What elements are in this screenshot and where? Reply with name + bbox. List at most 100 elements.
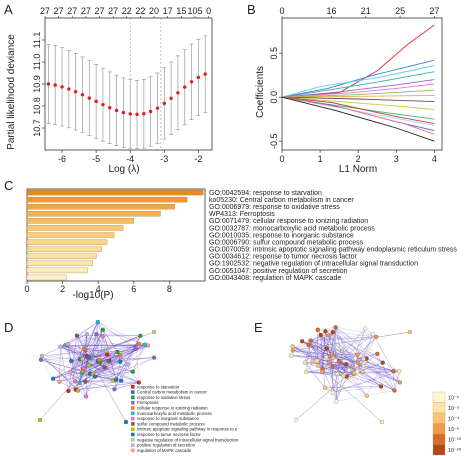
network-e-edge: [353, 373, 368, 396]
network-e-edge: [310, 340, 334, 393]
coefficient-path: [281, 96, 435, 103]
network-e-node: [355, 369, 360, 374]
network-e-edge: [317, 329, 318, 361]
network-e-node: [364, 393, 369, 398]
network-d-edge: [76, 335, 137, 349]
network-e-edge: [324, 387, 337, 402]
panel-a-y-axis-title: Partial likelihood deviance: [6, 34, 17, 150]
top-tick-label: 16: [327, 6, 337, 16]
term-label: GO:0006790: sulfur compound metabolic pr…: [209, 239, 364, 246]
enrichment-bar: [26, 189, 204, 196]
top-tick-label: 27: [40, 6, 50, 16]
network-e-edge: [333, 386, 382, 393]
top-tick-label: 105: [187, 6, 202, 16]
network-d-node: [83, 394, 89, 399]
scale-label: 10⁻⁶: [448, 426, 459, 433]
legend-swatch: [131, 416, 135, 421]
term-label: WP4313: Ferroptosis: [209, 211, 275, 218]
enrichment-bar: [26, 267, 88, 274]
legend-swatch: [131, 422, 135, 426]
network-e-node: [407, 329, 413, 335]
network-d-edge: [102, 329, 117, 380]
deviance-point: [46, 82, 51, 86]
enrichment-bar: [26, 253, 97, 259]
legend-swatch: [131, 395, 135, 400]
deviance-point: [196, 75, 201, 80]
network-e-edge: [335, 327, 358, 372]
legend-swatch: [131, 432, 135, 437]
network-d-edge: [40, 359, 86, 382]
network-d-edge: [99, 359, 133, 372]
network-d-edge: [96, 333, 141, 336]
network-d-node: [77, 380, 82, 386]
top-tick-label: 22: [122, 6, 132, 16]
network-d-node: [57, 379, 62, 384]
network-e-node: [333, 325, 338, 330]
network-d-node: [80, 356, 85, 362]
network-d-node: [130, 369, 135, 374]
top-tick-label: 27: [95, 6, 105, 16]
deviance-point: [189, 80, 194, 84]
enrichment-bar: [26, 203, 175, 210]
network-d-node: [136, 380, 141, 385]
deviance-point: [162, 101, 166, 106]
network-e-edge: [302, 341, 400, 383]
network-d-edge: [92, 355, 121, 375]
network-d-node: [68, 370, 73, 375]
network-e-node: [330, 390, 336, 395]
network-d-edge: [85, 373, 91, 397]
panel-b-x-axis-title: L1 Norm: [339, 164, 377, 175]
y-tick-label: 10.7: [32, 119, 42, 137]
network-d-node: [69, 358, 74, 364]
network-d-edge: [76, 335, 101, 363]
network-e-node: [293, 417, 299, 423]
deviance-point: [155, 106, 160, 110]
network-e-edge: [331, 354, 359, 363]
network-e-node: [344, 362, 349, 367]
top-tick-label: 0: [206, 6, 211, 16]
network-d-node: [102, 365, 107, 370]
network-e-edge: [310, 336, 377, 341]
network-e-node: [378, 384, 384, 389]
network-d-node: [83, 379, 88, 384]
network-e-edge: [310, 340, 378, 355]
network-e-edge: [317, 329, 377, 338]
top-tick-label: 27: [81, 6, 91, 16]
panel-label-d: D: [4, 320, 13, 335]
network-e-node: [330, 364, 335, 370]
network-d-node: [104, 352, 110, 357]
legend-swatch: [131, 411, 135, 416]
panel-e-pvalue-network: 10⁻² 10⁻³ 10⁻⁴ 10⁻⁶ 10⁻¹⁰ 10⁻²⁰: [289, 325, 462, 456]
network-d-edge: [81, 329, 104, 374]
network-e-edge: [318, 365, 383, 423]
scale-swatch: [432, 412, 446, 424]
scale-label: 10⁻¹⁰: [448, 437, 462, 444]
network-e-node: [289, 353, 294, 358]
term-label: GO:0070059: intrinsic apoptotic signalin…: [209, 247, 457, 254]
network-e-edge: [341, 350, 358, 355]
network-d-edge: [102, 329, 149, 346]
network-d-node: [80, 369, 85, 374]
enrichment-bar: [26, 218, 134, 224]
network-e-node: [308, 338, 313, 343]
network-e-node: [320, 369, 325, 374]
x-tick-label: 0: [24, 284, 29, 294]
network-e-edge: [304, 327, 336, 363]
top-tick-label: 20: [149, 6, 159, 16]
network-d-edge: [67, 344, 114, 381]
legend-label: negative regulation of intracellular sig…: [137, 437, 239, 442]
network-e-edge: [355, 353, 378, 359]
network-d-node: [87, 355, 92, 360]
scale-swatch: [432, 402, 446, 414]
network-e-edge: [393, 371, 395, 391]
coefficient-path: [281, 83, 435, 98]
network-d-edge: [75, 382, 139, 390]
network-e-node: [316, 363, 321, 368]
deviance-point: [80, 93, 85, 97]
network-d-node: [86, 363, 91, 368]
network-d-node: [123, 419, 129, 425]
scale-swatch: [432, 444, 446, 456]
term-label: GO:0043408: regulation of MAPK cascade: [209, 275, 341, 282]
network-d-edge: [94, 355, 121, 377]
